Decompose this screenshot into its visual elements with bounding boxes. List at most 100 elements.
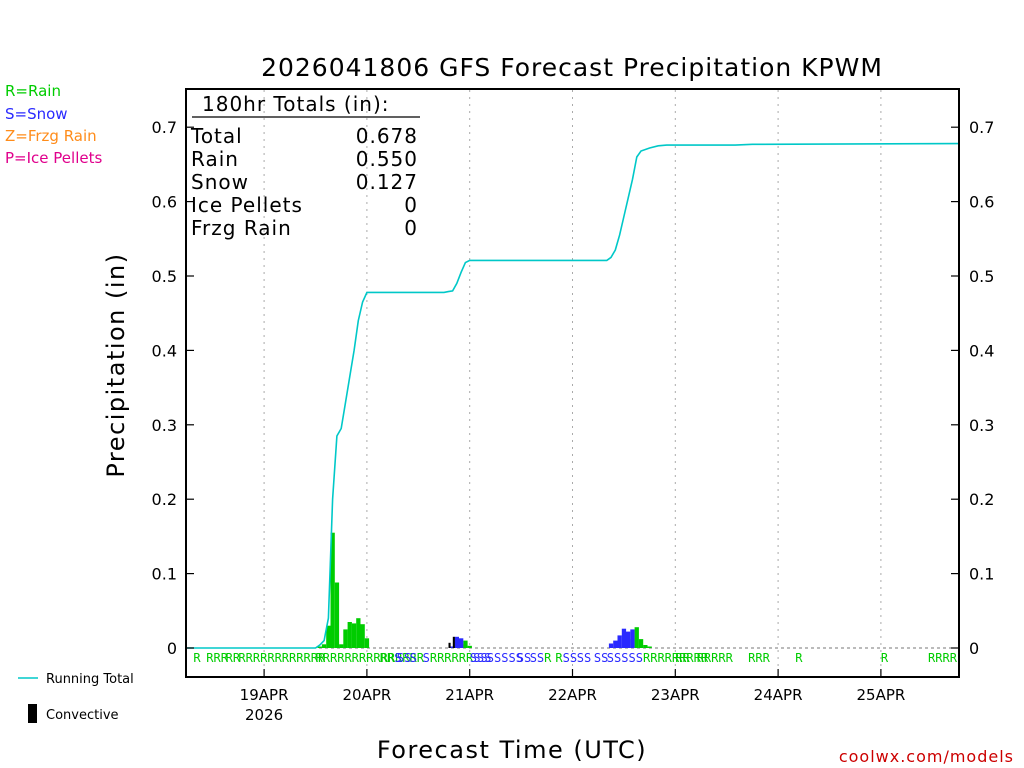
x-axis: 19APR 2026 20APR 21APR 22APR 23APR 24APR 25APR — [240, 669, 905, 724]
rain-bar — [339, 644, 344, 648]
x-tick-label: 20APR — [342, 686, 391, 704]
totals-value-ice-pellets: 0 — [404, 193, 418, 217]
rain-bar — [343, 629, 348, 648]
precip-type-group: R — [193, 651, 201, 665]
precip-type-group: RRS — [380, 651, 402, 665]
legend-freezing-rain: Z=Frzg Rain — [5, 127, 97, 145]
rain-bar — [463, 640, 468, 648]
precip-type-group: RRR — [206, 651, 228, 665]
x-tick-label: 25APR — [856, 686, 905, 704]
snow-bar — [621, 628, 627, 648]
snow-bar — [630, 629, 635, 648]
y-axis-right: 0 0.1 0.2 0.3 0.4 0.5 0.6 0.7 — [951, 118, 994, 658]
y-tick-label: 0.6 — [152, 193, 177, 212]
precip-type-group: RRR — [748, 651, 770, 665]
grid-lines — [187, 90, 958, 676]
site-credit: coolwx.com/models — [839, 747, 1014, 766]
rain-bar — [326, 625, 331, 648]
precip-type-group: R — [795, 651, 803, 665]
snow-bar — [450, 646, 455, 648]
rain-bar — [334, 582, 340, 648]
rain-bar — [364, 638, 370, 648]
running-total-legend-label: Running Total — [46, 672, 134, 687]
legend-rain: R=Rain — [5, 82, 61, 100]
precip-type-group: RR — [226, 651, 241, 665]
rain-bar — [467, 645, 472, 648]
y-tick-label: 0 — [167, 639, 177, 658]
precip-type-group: RRRRR — [697, 651, 734, 665]
x-tick-label: 24APR — [754, 686, 803, 704]
y-tick-label-right: 0.3 — [969, 416, 994, 435]
convective-swatch — [28, 704, 37, 723]
y-tick-label-right: 0.4 — [969, 341, 994, 360]
precip-type-group: S — [410, 651, 417, 665]
x-tick-year-label: 2026 — [245, 706, 283, 724]
x-tick-label: 22APR — [548, 686, 597, 704]
convective-bar — [452, 636, 455, 648]
totals-heading: 180hr Totals (in): — [202, 92, 390, 116]
y-tick-label: 0.5 — [152, 267, 177, 286]
precip-type-group: RSS — [555, 651, 577, 665]
running-total-series — [187, 142, 959, 649]
y-tick-label-right: 0.7 — [969, 118, 994, 137]
y-axis-left: 0 0.1 0.2 0.3 0.4 0.5 0.6 0.7 — [152, 118, 194, 658]
totals-value-total: 0.678 — [356, 124, 418, 148]
y-tick-label: 0.2 — [152, 490, 177, 509]
rain-bar — [360, 624, 365, 648]
snow-bar — [626, 631, 631, 648]
convective-bar — [448, 642, 451, 648]
precip-type-group: SSSSS — [487, 651, 523, 665]
totals-label-ice-pellets: Ice Pellets — [191, 193, 303, 217]
precip-type-group: SSS — [470, 651, 492, 665]
totals-value-rain: 0.550 — [356, 147, 418, 171]
rain-bar — [351, 623, 357, 648]
rain-bar — [634, 627, 639, 648]
legend-types: R=Rain S=Snow Z=Frzg Rain P=Ice Pellets — [5, 82, 102, 167]
x-tick-label: 23APR — [651, 686, 700, 704]
precip-type-group: RRRRRRRRRRRR — [238, 651, 326, 665]
totals-label-frzg-rain: Frzg Rain — [191, 216, 292, 240]
x-tick-label: 19APR — [240, 686, 289, 704]
y-tick-label-right: 0.6 — [969, 193, 994, 212]
x-tick-label: 21APR — [445, 686, 494, 704]
precip-type-group: SS — [397, 651, 411, 665]
precip-type-group: SS — [577, 651, 591, 665]
precip-type-group: RRRRRRRRRRRRRRR — [316, 651, 425, 665]
rain-bar — [321, 644, 327, 648]
snow-bar — [608, 643, 614, 648]
snow-bar — [454, 636, 459, 648]
snow-bar — [459, 638, 464, 648]
legend-snow: S=Snow — [5, 105, 68, 123]
y-axis-title: Precipitation (in) — [102, 252, 130, 477]
totals-label-rain: Rain — [191, 147, 239, 171]
precip-type-group: SSSSSRRRRRRRRR — [607, 651, 709, 665]
totals-label-total: Total — [190, 124, 243, 148]
y-tick-label-right: 0.5 — [969, 267, 994, 286]
y-tick-label: 0.7 — [152, 118, 177, 137]
precip-type-group: SSR — [530, 651, 552, 665]
rain-bar — [356, 618, 361, 648]
totals-value-frzg-rain: 0 — [404, 216, 418, 240]
rain-bar — [638, 639, 644, 648]
precip-type-group: RR — [675, 651, 690, 665]
snow-bar — [617, 635, 622, 648]
totals-label-snow: Snow — [191, 170, 249, 194]
y-tick-label-right: 0 — [969, 639, 979, 658]
rain-bar — [347, 622, 352, 648]
precip-type-group: RRRR — [928, 651, 958, 665]
precip-type-group: SS — [517, 651, 531, 665]
bar-series — [317, 532, 652, 648]
y-tick-label-right: 0.2 — [969, 490, 994, 509]
y-tick-label: 0.4 — [152, 341, 177, 360]
chart-title: 2026041806 GFS Forecast Precipitation KP… — [261, 53, 883, 82]
rain-bar — [317, 646, 322, 648]
rain-bar — [330, 532, 335, 648]
convective-legend-label: Convective — [46, 708, 119, 723]
y-tick-label: 0.1 — [152, 565, 177, 584]
totals-box: 180hr Totals (in): Total 0.678 Rain 0.55… — [190, 92, 420, 240]
rain-bar — [647, 646, 652, 648]
totals-value-snow: 0.127 — [356, 170, 418, 194]
snow-bar — [613, 640, 618, 648]
